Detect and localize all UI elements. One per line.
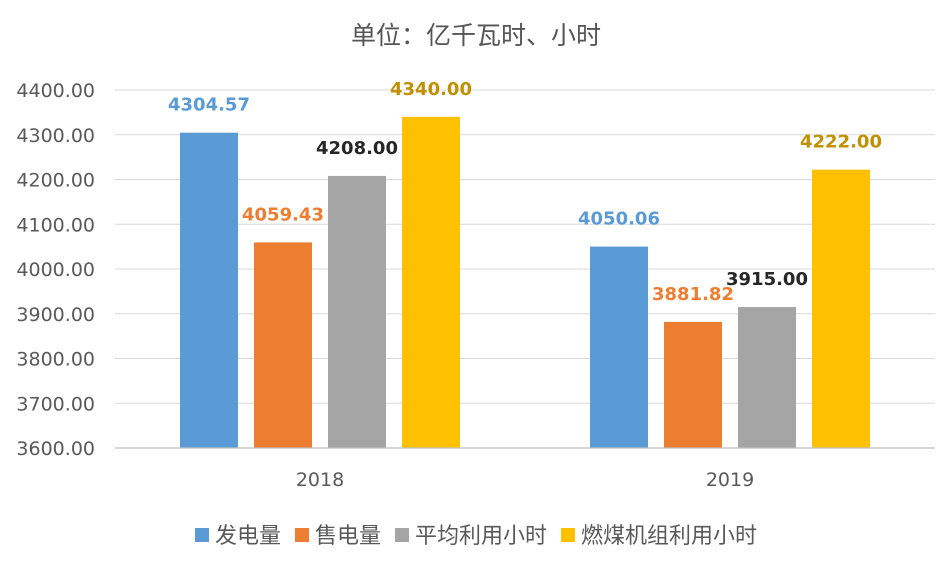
bar-2019-3 — [812, 169, 870, 448]
y-tick-label: 3700.00 — [16, 393, 95, 415]
x-category-label: 2019 — [706, 469, 754, 491]
data-label: 4208.00 — [316, 138, 398, 159]
bar-2018-0 — [180, 132, 238, 448]
data-label: 3881.82 — [652, 284, 734, 305]
bar-2019-0 — [590, 246, 648, 448]
legend-swatch — [395, 528, 409, 542]
legend-label: 发电量 — [215, 524, 281, 549]
y-tick-label: 3800.00 — [16, 349, 95, 371]
legend-label: 燃煤机组利用小时 — [581, 524, 757, 549]
y-tick-label: 4300.00 — [16, 125, 95, 147]
y-tick-label: 4400.00 — [16, 80, 95, 102]
x-category-label: 2018 — [296, 469, 344, 491]
legend-swatch — [195, 528, 209, 542]
legend-label: 售电量 — [315, 524, 381, 549]
legend-label: 平均利用小时 — [415, 524, 547, 549]
bar-2019-1 — [664, 321, 722, 448]
data-label: 4222.00 — [800, 132, 882, 153]
legend-swatch — [561, 528, 575, 542]
y-tick-label: 4000.00 — [16, 259, 95, 281]
bar-2018-3 — [402, 116, 460, 448]
data-label: 4059.43 — [242, 204, 324, 225]
y-tick-label: 3900.00 — [16, 304, 95, 326]
y-tick-label: 4200.00 — [16, 170, 95, 192]
chart-title: 单位：亿千瓦时、小时 — [351, 21, 601, 50]
bar-2018-2 — [328, 175, 386, 449]
y-tick-label: 4100.00 — [16, 214, 95, 236]
bar-2018-1 — [254, 242, 312, 448]
data-label: 4304.57 — [168, 95, 250, 116]
data-label: 3915.00 — [726, 269, 808, 290]
legend-swatch — [295, 528, 309, 542]
data-label: 4050.06 — [578, 209, 660, 230]
bar-2019-2 — [738, 307, 796, 448]
data-label: 4340.00 — [390, 79, 472, 100]
y-tick-label: 3600.00 — [16, 438, 95, 460]
